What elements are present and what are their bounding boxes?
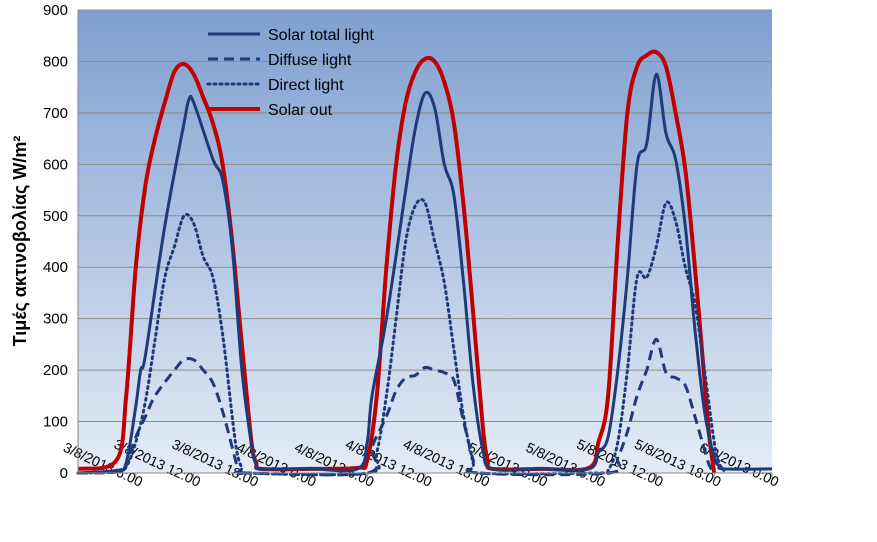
gridlines <box>78 9 772 423</box>
series-line-direct-light <box>76 197 726 477</box>
y-axis-ticks: 0 100 200 300 400 500 600 700 800 900 <box>43 2 68 482</box>
legend: Solar total light Diffuse light Direct lig… <box>206 27 374 119</box>
y-tick-label: 500 <box>43 208 68 225</box>
y-axis-label: Τιμές ακτινοβολίας W/m² <box>10 136 30 347</box>
series-line-diffuse-light <box>77 337 716 477</box>
y-tick-label: 300 <box>43 311 68 328</box>
legend-label: Solar out <box>268 102 333 119</box>
y-tick-label: 0 <box>60 465 68 482</box>
y-tick-label: 400 <box>43 259 68 276</box>
legend-label: Direct light <box>268 77 344 94</box>
y-tick-label: 700 <box>43 105 68 122</box>
y-tick-label: 800 <box>43 53 68 70</box>
legend-label: Diffuse light <box>268 52 352 69</box>
y-tick-label: 100 <box>43 414 68 431</box>
series-line-solar-out <box>77 49 717 474</box>
legend-label: Solar total light <box>268 27 374 44</box>
series-line-solar-total-light <box>77 72 773 475</box>
y-tick-label: 200 <box>43 362 68 379</box>
y-tick-label: 600 <box>43 156 68 173</box>
series-lines <box>76 49 773 477</box>
y-tick-label: 900 <box>43 2 68 19</box>
